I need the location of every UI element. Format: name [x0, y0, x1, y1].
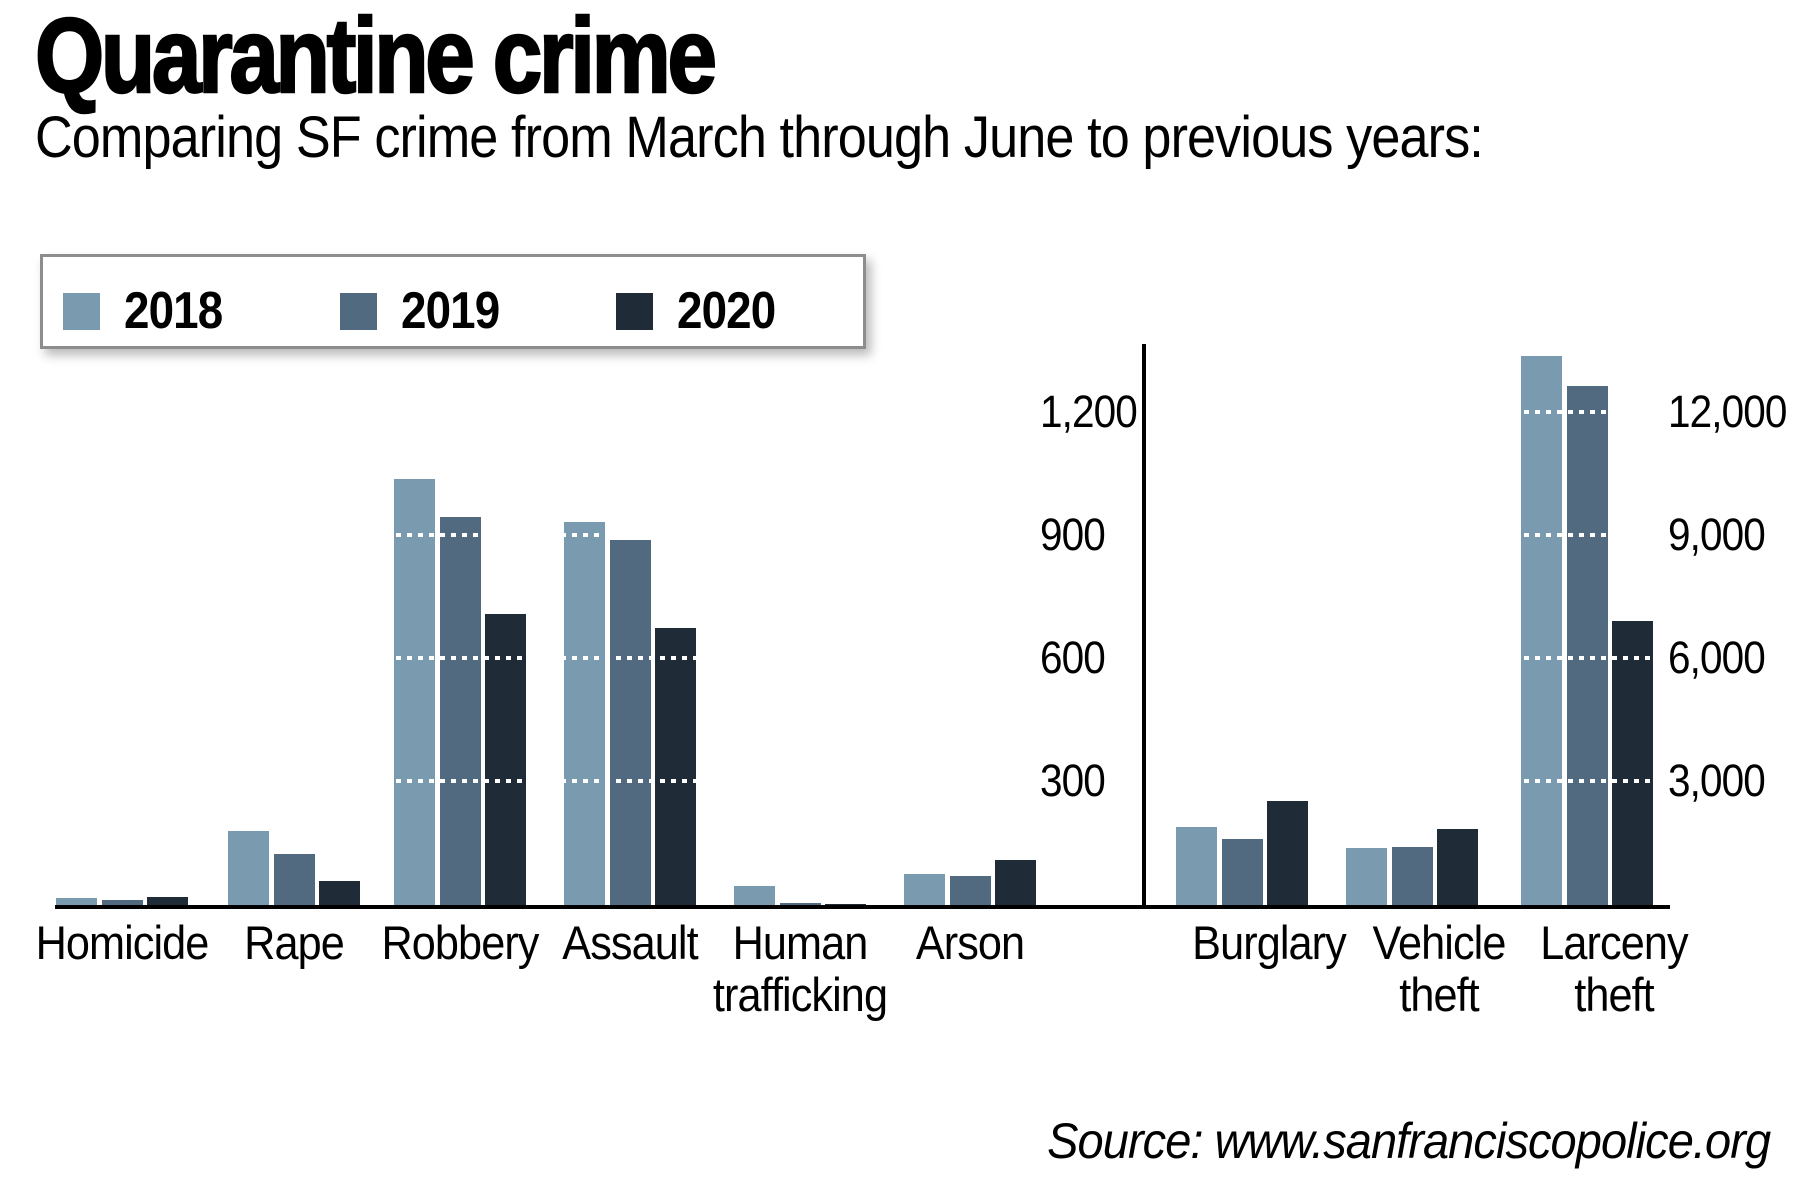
legend-swatch-2020 [616, 292, 653, 330]
bar-homicide-2018 [56, 898, 97, 907]
axis-tick-300: 300 [1040, 755, 1106, 806]
bar-arson-2018 [904, 874, 945, 907]
bar-homicide-2020 [147, 897, 188, 907]
bar-assault-2020 [655, 628, 696, 907]
category-label-line: Rape [244, 916, 345, 969]
axis-tick-1200: 1,200 [1040, 386, 1138, 437]
gridline-9000 [1150, 533, 1670, 537]
legend-swatch-2018 [63, 292, 100, 330]
category-label-line: Assault [562, 916, 698, 969]
category-label-line: theft [1399, 968, 1479, 1021]
category-label-line: Arson [915, 916, 1025, 969]
bar-rape-2019 [273, 854, 315, 907]
bar-larceny-theft-2020 [1612, 621, 1653, 907]
bar-robbery-2020 [485, 614, 526, 907]
category-label-line: Robbery [381, 916, 539, 969]
category-label-line: trafficking [712, 968, 888, 1021]
bar-assault-2018 [564, 522, 605, 907]
axis-tick-9000: 9,000 [1668, 509, 1766, 560]
category-label-robbery: Robbery [322, 917, 598, 969]
axis-tick-12000: 12,000 [1668, 386, 1787, 437]
legend-item-2020: 2020 [616, 282, 789, 340]
category-label-line: theft [1574, 968, 1654, 1021]
bar-robbery-2019 [439, 517, 481, 907]
category-label-larceny-theft: Larceny theft [1476, 917, 1752, 1021]
gridline-600 [55, 656, 1143, 660]
legend: 2018 2019 2020 [40, 254, 866, 349]
bar-arson-2020 [995, 860, 1036, 907]
bar-homicide-2019 [101, 900, 143, 907]
bar-vehicle-theft-2018 [1346, 848, 1387, 907]
bar-human-trafficking-2018 [734, 886, 775, 907]
bar-burglary-2020 [1267, 801, 1308, 907]
legend-item-2018: 2018 [63, 282, 236, 340]
category-label-line: Larceny [1540, 916, 1688, 969]
bar-robbery-2018 [394, 479, 435, 907]
category-label-burglary: Burglary [1131, 917, 1407, 969]
legend-year-label: 2020 [677, 282, 776, 340]
gridline-900 [55, 533, 1143, 537]
bar-vehicle-theft-2019 [1391, 847, 1433, 907]
category-label-line: Human [732, 916, 869, 969]
bar-burglary-2018 [1176, 827, 1217, 907]
axis-tick-6000: 6,000 [1668, 632, 1766, 683]
category-label-vehicle-theft: Vehicle theft [1301, 917, 1577, 1021]
category-label-line: Vehicle [1372, 916, 1507, 969]
bar-rape-2020 [319, 881, 360, 907]
gridline-6000 [1150, 656, 1670, 660]
source-credit: Source: www.sanfranciscopolice.org [1046, 1113, 1771, 1169]
gridline-300 [55, 779, 1143, 783]
category-label-assault: Assault [492, 917, 768, 969]
bar-arson-2019 [949, 876, 991, 907]
bar-larceny-theft-2019 [1566, 386, 1608, 907]
panel-divider-line [1142, 344, 1146, 909]
bar-assault-2019 [609, 540, 651, 907]
legend-year-label: 2018 [124, 282, 223, 340]
category-label-rape: Rape [156, 917, 432, 969]
category-label-human-trafficking: Human trafficking [662, 917, 938, 1021]
category-label-arson: Arson [832, 917, 1108, 969]
x-axis-line [55, 905, 1670, 909]
category-label-homicide: Homicide [0, 917, 260, 969]
chart-subtitle: Comparing SF crime from March through Ju… [35, 105, 1484, 170]
bar-burglary-2019 [1221, 839, 1263, 907]
axis-tick-900: 900 [1040, 509, 1106, 560]
gridline-12000 [1150, 410, 1670, 414]
axis-tick-600: 600 [1040, 632, 1106, 683]
legend-item-2019: 2019 [340, 282, 513, 340]
legend-swatch-2019 [340, 292, 377, 330]
gridline-3000 [1150, 779, 1670, 783]
page-title: Quarantine crime [34, 0, 718, 116]
bar-rape-2018 [228, 831, 269, 907]
gridline-1200 [55, 410, 1143, 414]
category-label-line: Burglary [1192, 916, 1347, 969]
axis-tick-3000: 3,000 [1668, 755, 1766, 806]
bar-larceny-theft-2018 [1521, 356, 1562, 907]
bar-vehicle-theft-2020 [1437, 829, 1478, 907]
legend-year-label: 2019 [401, 282, 500, 340]
category-label-line: Homicide [35, 916, 210, 969]
